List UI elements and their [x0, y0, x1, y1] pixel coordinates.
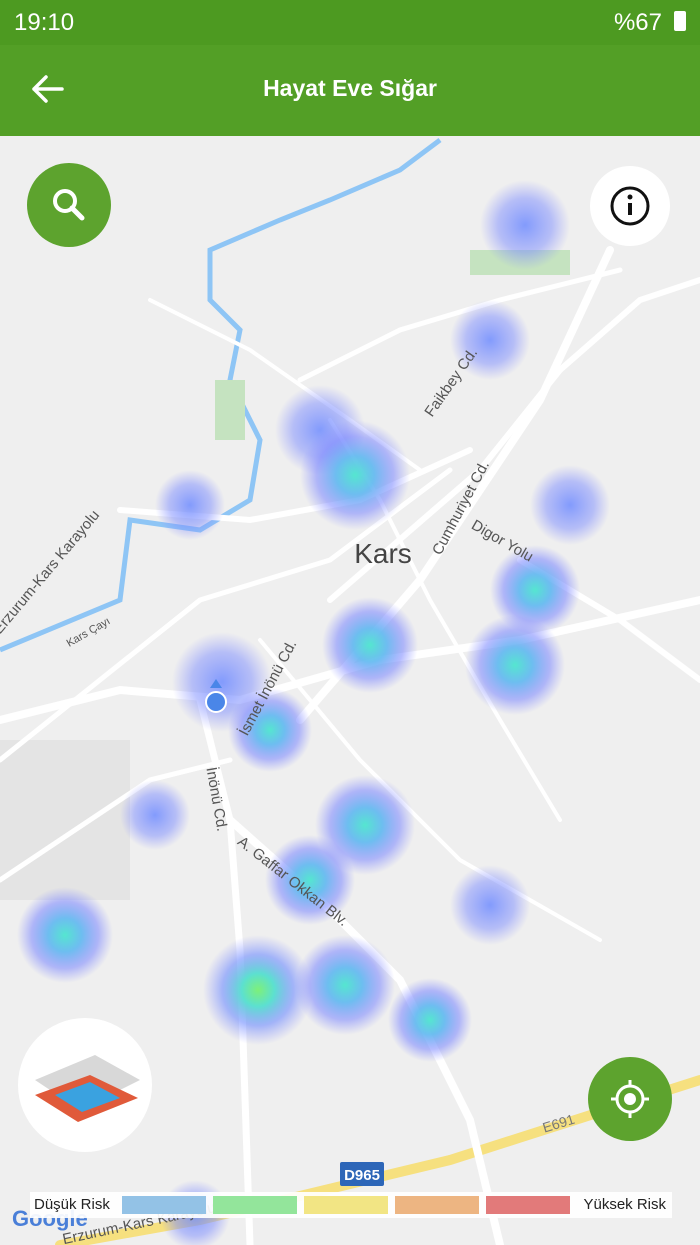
- city-label: Kars: [354, 538, 412, 569]
- my-location: [205, 679, 227, 713]
- locate-button[interactable]: [588, 1057, 672, 1141]
- battery: %67: [613, 9, 662, 36]
- search-button[interactable]: [27, 163, 111, 247]
- time: 19:10: [14, 9, 75, 36]
- road-shield-label: D965: [344, 1167, 380, 1184]
- battery-icon: [674, 11, 686, 31]
- legend-high: Yüksek Risk: [583, 1196, 666, 1213]
- risk-legend: Düşük Risk Yüksek Risk: [30, 1192, 672, 1218]
- legend-low: Düşük Risk: [34, 1196, 110, 1213]
- back-button[interactable]: [28, 69, 68, 109]
- heatmap: [17, 180, 610, 1245]
- status-bar: 19:10 %67: [0, 0, 700, 45]
- app-bar: Hayat Eve Sığar: [0, 45, 700, 136]
- legend-swatch: [213, 1196, 297, 1214]
- app-title: Hayat Eve Sığar: [263, 75, 437, 101]
- info-button[interactable]: [590, 166, 670, 246]
- legend-swatch: [486, 1196, 570, 1214]
- map-type-button[interactable]: [18, 1018, 152, 1152]
- legend-swatch: [122, 1196, 206, 1214]
- legend-swatch: [395, 1196, 479, 1214]
- legend-swatch: [304, 1196, 388, 1214]
